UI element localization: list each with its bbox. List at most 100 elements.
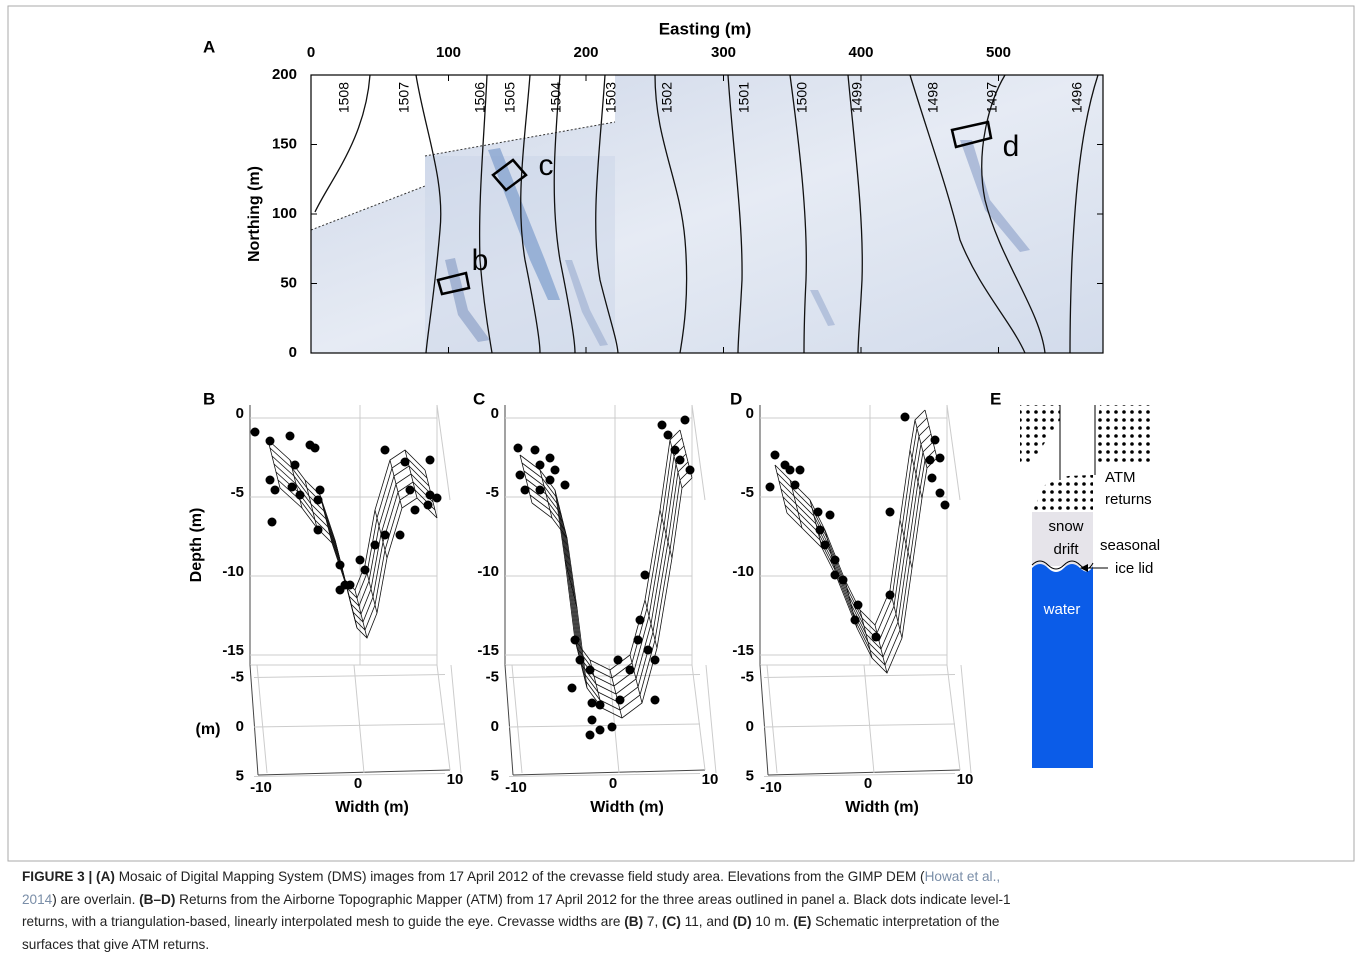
mesh-line — [269, 447, 428, 599]
atm-return-dot — [270, 485, 280, 495]
y-tick-label: 200 — [272, 66, 297, 83]
grid-line — [508, 773, 701, 777]
mesh-line — [780, 433, 932, 650]
x-axis-title: Easting (m) — [659, 19, 752, 38]
y-tick-label: 5 — [746, 767, 754, 784]
schematic-text: seasonal — [1100, 537, 1160, 554]
atm-return-dot — [885, 590, 895, 600]
contour-line — [553, 74, 576, 354]
grid-line — [863, 664, 875, 774]
z-tick-label: -15 — [477, 642, 499, 659]
atm-return-dot — [432, 493, 442, 503]
atm-return-dot — [635, 615, 645, 625]
atm-return-dot — [290, 460, 300, 470]
x-axis-title: Width (m) — [845, 799, 919, 816]
y-tick-label: -5 — [231, 668, 244, 685]
atm-return-dot — [380, 530, 390, 540]
atm-return-dot — [820, 540, 830, 550]
mosaic-edge — [310, 185, 426, 231]
atm-return-dot — [575, 655, 585, 665]
box-edge — [436, 664, 451, 771]
atm-return-dot — [425, 490, 435, 500]
mesh-line — [776, 417, 928, 634]
mesh-line — [899, 519, 913, 569]
panel-label: B — [203, 389, 215, 408]
atm-return-dot — [370, 540, 380, 550]
mosaic-tile — [425, 156, 615, 353]
box-label: b — [472, 244, 489, 277]
snow-drift — [1032, 512, 1093, 566]
grid-line — [766, 664, 778, 774]
atm-return-dot — [625, 665, 635, 675]
figure: A Easting (m) Northing (m) b c d E ATM r… — [7, 5, 1355, 862]
atm-return-dot — [675, 455, 685, 465]
mesh-line — [527, 461, 689, 703]
schematic-text: water — [1043, 601, 1081, 618]
y-tick-label: 0 — [491, 718, 499, 735]
schematic-text: snow — [1048, 518, 1083, 535]
x-axis-title: Width (m) — [590, 799, 664, 816]
atm-return-dot — [515, 470, 525, 480]
atm-return-dot — [545, 453, 555, 463]
mesh-line — [389, 459, 403, 509]
mesh-line — [523, 445, 685, 687]
atm-return-dot — [267, 517, 277, 527]
atm-return-dot — [265, 475, 275, 485]
atm-return-dot — [335, 560, 345, 570]
grid-line — [353, 664, 365, 774]
atm-return-dot — [935, 453, 945, 463]
mesh-line — [824, 529, 838, 579]
atm-return-dot — [650, 655, 660, 665]
contour-label: 1498 — [925, 82, 941, 113]
contour-label: 1497 — [984, 82, 1000, 113]
atm-return-dot — [313, 495, 323, 505]
z-tick-label: 0 — [236, 405, 244, 422]
box-edge — [767, 769, 961, 776]
atm-return-dot — [560, 480, 570, 490]
atm-return-dot — [595, 700, 605, 710]
grid-line — [960, 664, 972, 774]
x-tick-label: 0 — [307, 44, 315, 61]
atm-return-dot — [885, 507, 895, 517]
schematic-text: returns — [1105, 491, 1152, 508]
y-axis-title: Northing (m) — [246, 166, 263, 262]
contour-label: 1500 — [794, 82, 810, 113]
mesh-line — [564, 559, 578, 609]
grid-line — [763, 773, 956, 777]
atm-return-dot — [795, 465, 805, 475]
mesh-line — [782, 441, 934, 658]
y-axis-title: (m) — [196, 721, 221, 738]
mesh-line — [519, 454, 533, 504]
atm-return-dot — [313, 525, 323, 535]
atm-return-dot — [395, 530, 405, 540]
contour-label: 1496 — [1069, 82, 1085, 113]
box-edge — [759, 664, 769, 776]
mesh-line — [319, 494, 333, 544]
atm-return-dot — [640, 570, 650, 580]
contour-line — [654, 74, 688, 354]
atm-return-dot — [613, 655, 623, 665]
atm-return-dot — [530, 445, 540, 455]
atm-return-dot — [838, 575, 848, 585]
caption-link[interactable]: 2014 — [22, 891, 53, 907]
atm-return-dot — [400, 457, 410, 467]
panel-label: C — [473, 389, 485, 408]
grid-line — [511, 664, 523, 774]
z-tick-label: -5 — [741, 484, 754, 501]
mesh-line — [279, 487, 438, 639]
atm-return-dot — [830, 570, 840, 580]
caption-text: ) are overlain. — [52, 891, 140, 907]
contour-line — [314, 74, 371, 213]
mesh-line — [271, 455, 430, 607]
atm-return-dot — [410, 505, 420, 515]
contour-line — [1069, 74, 1099, 354]
contour-label: 1502 — [659, 82, 675, 113]
atm-return-dot — [250, 427, 260, 437]
mesh-line — [521, 437, 683, 679]
box-edge — [257, 769, 451, 776]
x-tick-label: -10 — [250, 779, 272, 796]
crevasse — [960, 140, 1030, 252]
atm-return-dot — [520, 485, 530, 495]
caption-link[interactable]: Howat et al., — [924, 869, 1001, 884]
x-tick-label: 300 — [711, 44, 736, 61]
